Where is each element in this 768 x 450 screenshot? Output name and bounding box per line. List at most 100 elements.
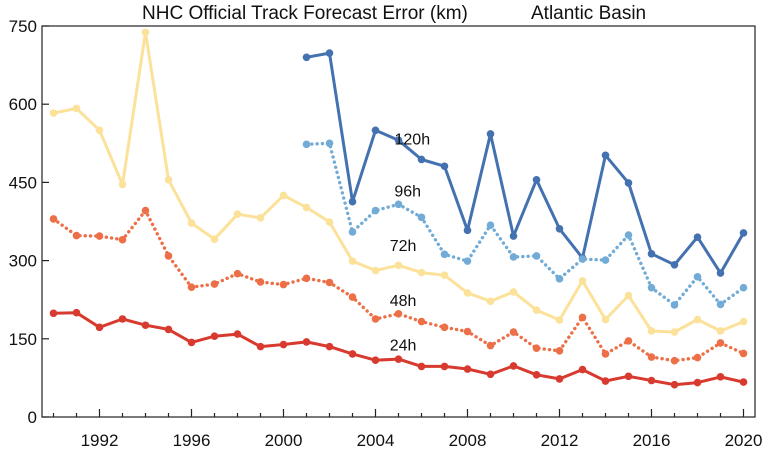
series-48h — [49, 206, 748, 365]
data-point-120h — [693, 233, 702, 241]
data-point-96h — [739, 283, 748, 292]
data-point-72h — [509, 288, 518, 296]
x-tick-label: 2012 — [541, 431, 579, 450]
series-label-120h: 120h — [395, 131, 431, 148]
data-point-120h — [486, 130, 495, 138]
data-point-96h — [647, 283, 656, 292]
data-point-48h — [302, 274, 311, 283]
series-label-72h: 72h — [390, 238, 417, 255]
data-point-24h — [210, 332, 219, 340]
data-point-48h — [348, 293, 357, 301]
series-24h — [49, 308, 748, 389]
data-point-24h — [716, 373, 725, 381]
data-point-24h — [256, 342, 265, 351]
data-point-48h — [486, 341, 495, 350]
data-point-120h — [302, 53, 311, 62]
data-point-96h — [555, 275, 564, 283]
x-tick-label: 1992 — [81, 431, 119, 450]
data-point-72h — [555, 316, 564, 324]
data-point-72h — [256, 214, 265, 222]
x-tick-label: 2004 — [357, 431, 395, 450]
x-tick-label: 2000 — [265, 431, 303, 450]
chart-subtitle: Atlantic Basin — [531, 3, 646, 24]
data-point-48h — [532, 344, 541, 352]
data-point-24h — [486, 370, 495, 379]
y-tick-label: 150 — [9, 330, 37, 349]
data-point-120h — [601, 151, 610, 160]
data-point-24h — [325, 342, 334, 351]
data-point-48h — [187, 283, 196, 291]
data-point-72h — [95, 126, 104, 135]
data-point-48h — [210, 280, 219, 288]
data-point-24h — [164, 325, 173, 334]
data-point-48h — [440, 323, 449, 332]
data-point-24h — [118, 315, 127, 323]
data-point-48h — [95, 232, 104, 240]
data-point-96h — [302, 140, 311, 149]
series-label-96h: 96h — [394, 183, 421, 200]
data-point-48h — [601, 350, 610, 358]
data-point-96h — [509, 253, 518, 261]
data-point-72h — [233, 210, 242, 219]
data-point-24h — [555, 375, 564, 383]
data-point-72h — [417, 268, 426, 277]
data-point-72h — [693, 315, 702, 324]
data-point-120h — [348, 197, 357, 206]
series-120h — [302, 49, 748, 277]
data-point-120h — [670, 260, 679, 269]
data-point-48h — [394, 309, 403, 318]
series-line-120h — [305, 51, 745, 275]
data-point-72h — [601, 315, 610, 324]
data-point-72h — [118, 180, 127, 189]
data-point-72h — [210, 235, 219, 244]
series-label-24h: 24h — [390, 337, 417, 354]
data-point-96h — [716, 300, 725, 309]
data-point-120h — [739, 229, 748, 237]
data-point-72h — [187, 219, 196, 227]
data-point-72h — [463, 289, 472, 297]
data-point-120h — [509, 232, 518, 240]
x-axis: 1992 1996 2000 2004 2008 2012 2016 2020 — [52, 409, 763, 450]
x-tick-label: 2020 — [725, 431, 763, 450]
data-point-48h — [371, 315, 380, 323]
data-point-24h — [463, 365, 472, 373]
data-point-24h — [601, 377, 610, 385]
data-point-24h — [371, 356, 380, 364]
data-point-72h — [739, 317, 748, 326]
data-point-48h — [555, 346, 564, 355]
data-point-96h — [693, 272, 702, 281]
data-point-120h — [394, 136, 403, 144]
data-point-24h — [72, 308, 81, 317]
data-point-24h — [279, 340, 288, 349]
data-point-120h — [371, 126, 380, 135]
data-point-96h — [371, 206, 380, 215]
series-label-48h: 48h — [390, 293, 417, 310]
data-point-48h — [279, 280, 288, 289]
data-point-24h — [440, 362, 449, 371]
y-tick-label: 450 — [9, 173, 37, 192]
data-point-24h — [49, 309, 58, 318]
data-point-72h — [141, 28, 150, 37]
series-96h — [302, 139, 748, 309]
data-point-48h — [49, 215, 58, 223]
series-72h — [49, 28, 748, 336]
data-point-72h — [440, 271, 449, 279]
data-point-96h — [463, 257, 472, 265]
data-point-48h — [118, 235, 127, 244]
y-tick-label: 300 — [9, 252, 37, 271]
data-point-24h — [95, 323, 104, 332]
data-point-48h — [647, 353, 656, 361]
data-point-72h — [486, 297, 495, 306]
data-point-48h — [417, 317, 426, 326]
data-point-48h — [509, 328, 518, 336]
data-point-24h — [509, 362, 518, 370]
data-point-96h — [670, 301, 679, 309]
data-point-72h — [72, 104, 81, 113]
y-tick-label: 0 — [28, 408, 37, 427]
data-point-24h — [647, 376, 656, 385]
data-point-120h — [555, 224, 564, 233]
data-point-48h — [72, 231, 81, 240]
data-point-72h — [532, 306, 541, 314]
data-point-24h — [532, 370, 541, 379]
data-point-72h — [302, 203, 311, 212]
